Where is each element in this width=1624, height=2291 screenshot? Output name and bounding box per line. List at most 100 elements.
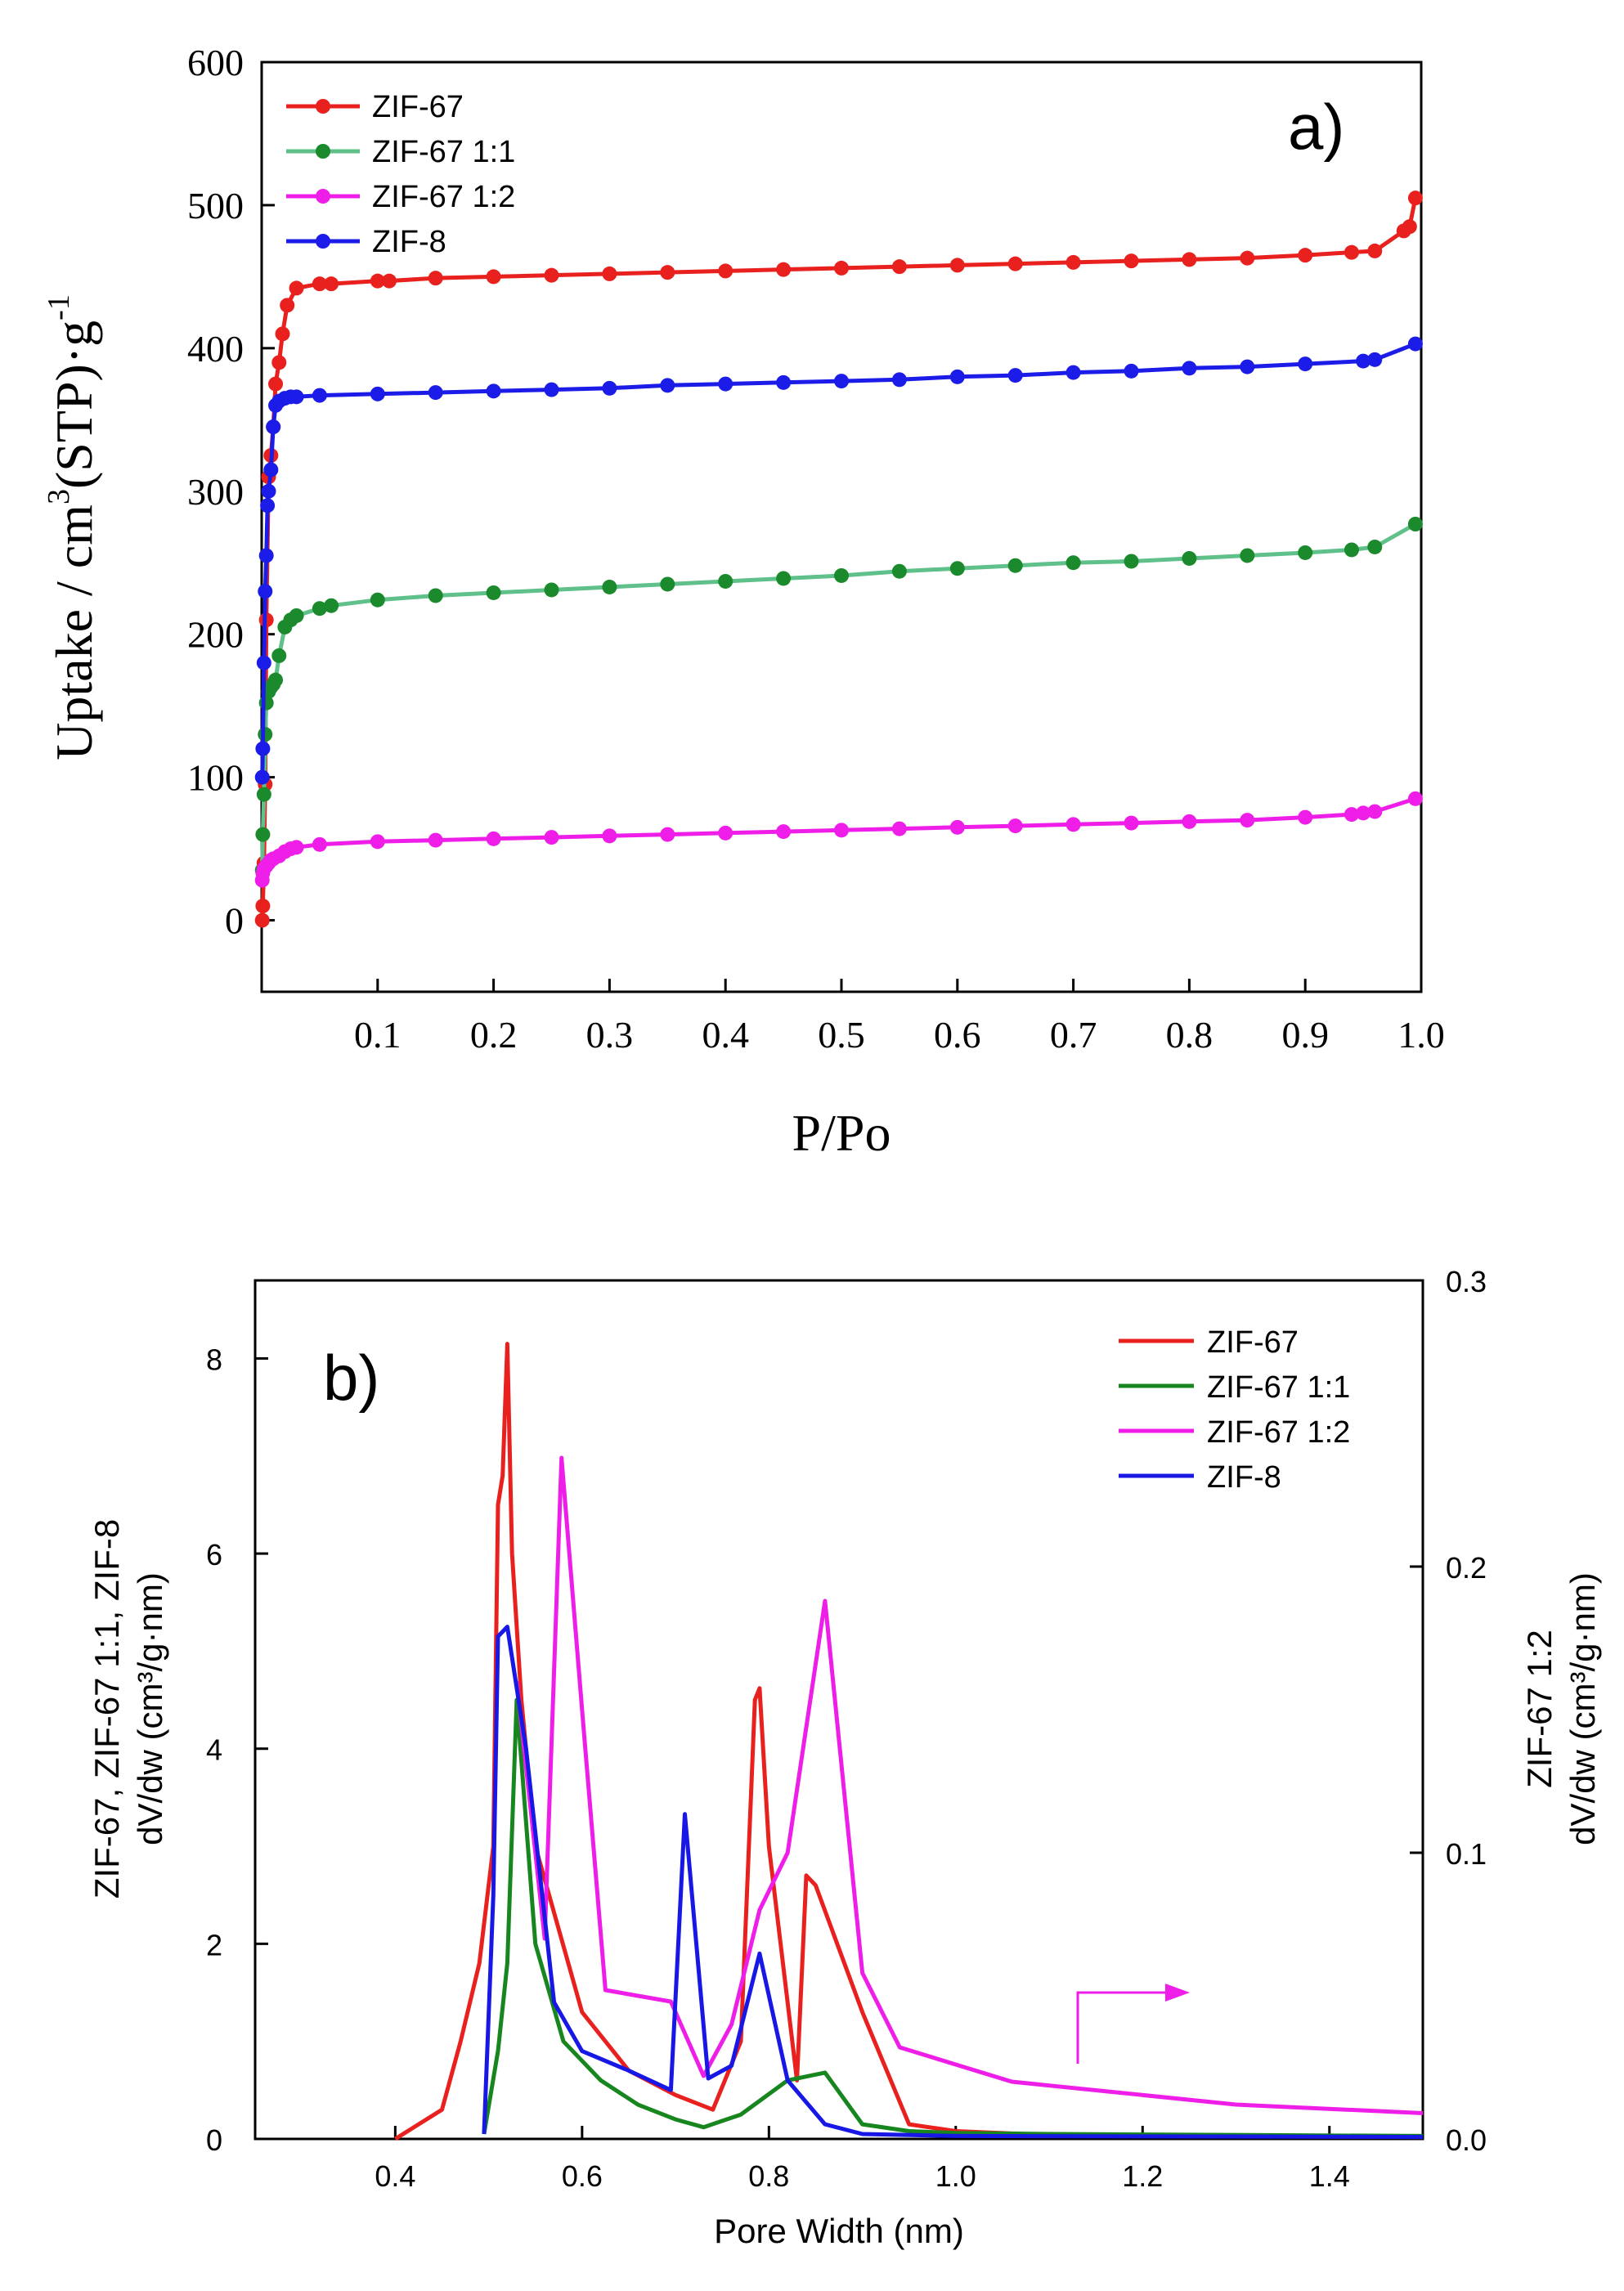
- legend-entry-zif-67-1-2: ZIF-67 1:2: [1119, 1415, 1350, 1450]
- data-point: [280, 298, 295, 313]
- data-point: [891, 821, 907, 836]
- data-point: [1356, 805, 1371, 821]
- data-point: [263, 462, 279, 477]
- y-left-tick-label: 0: [206, 2123, 222, 2157]
- y-left-tick-label: 4: [206, 1733, 222, 1767]
- data-point: [381, 273, 397, 289]
- y-tick-label: 600: [187, 42, 244, 83]
- legend-label: ZIF-67: [372, 90, 464, 124]
- data-point: [1240, 359, 1255, 374]
- legend-label: ZIF-8: [1207, 1460, 1281, 1495]
- data-point: [1356, 353, 1371, 369]
- data-point: [486, 831, 501, 846]
- data-point: [834, 567, 849, 583]
- data-point: [271, 648, 287, 663]
- y-axis-title-a: Uptake / cm3(STP)·g-1: [42, 294, 103, 760]
- data-point: [602, 579, 617, 594]
- data-point: [324, 598, 339, 613]
- data-point: [1367, 352, 1383, 367]
- series-zif-67-1-2: [254, 791, 1423, 888]
- legend-marker: [316, 234, 330, 249]
- data-point: [255, 741, 271, 756]
- legend-label: ZIF-67 1:2: [372, 180, 515, 214]
- y-right-tick-label: 0.3: [1446, 1265, 1487, 1298]
- data-point: [602, 828, 617, 844]
- x-tick-label: 0.8: [1166, 1014, 1214, 1056]
- data-point: [1124, 554, 1139, 569]
- series-line-zif-67-1-2: [514, 1455, 1424, 2115]
- chart-panel-b: 0 2 4 6 8 0.0 0.1 0.2 0.3 0.4 0.6 0.8 1.0 1.2 1.4 ZI…: [87, 1265, 1602, 2250]
- data-point: [428, 385, 443, 401]
- data-point: [256, 655, 271, 670]
- data-point: [891, 372, 907, 388]
- data-point: [1367, 539, 1383, 554]
- data-point: [1065, 254, 1081, 270]
- x-tick-label: 0.1: [354, 1014, 402, 1056]
- y-right-tick-label: 0.1: [1446, 1837, 1487, 1871]
- data-point: [1065, 365, 1081, 380]
- x-tick-label: 0.2: [470, 1014, 518, 1056]
- data-point: [949, 258, 965, 273]
- data-point: [254, 769, 270, 785]
- y-axis-ticks-a: 0 100 200 300 400 500 600: [187, 42, 275, 942]
- x-tick-label: 0.7: [1050, 1014, 1097, 1056]
- data-point: [1182, 252, 1197, 267]
- legend-label: ZIF-67 1:1: [1207, 1370, 1350, 1405]
- data-point: [312, 836, 327, 852]
- data-point: [949, 819, 965, 835]
- data-point: [1240, 813, 1255, 828]
- data-point: [261, 483, 276, 499]
- data-point: [1298, 809, 1313, 825]
- data-point: [312, 601, 327, 616]
- y-axis-left-ticks-b: 0 2 4 6 8: [206, 1343, 268, 2157]
- legend-a: ZIF-67 ZIF-67 1:1 ZIF-67 1:2 ZIF-8: [286, 90, 515, 259]
- data-point: [254, 912, 270, 928]
- data-point: [949, 561, 965, 576]
- x-tick-label: 0.3: [586, 1014, 634, 1056]
- y-left-tick-label: 2: [206, 1928, 222, 1961]
- data-point: [1344, 807, 1359, 823]
- y-axis-right-title-line2-b: dV/dw (cm³/g·nm): [1563, 1572, 1602, 1845]
- data-point: [602, 266, 617, 281]
- data-point: [256, 787, 271, 802]
- data-point: [255, 827, 271, 842]
- y-axis-left-title-line2-b: dV/dw (cm³/g·nm): [131, 1572, 169, 1845]
- data-point: [660, 576, 675, 592]
- data-point: [1065, 817, 1081, 832]
- legend-marker: [316, 189, 330, 204]
- plot-area-b: [253, 1279, 1424, 2141]
- data-point: [776, 374, 792, 390]
- data-point: [718, 263, 733, 279]
- data-point: [776, 262, 792, 277]
- legend-label: ZIF-8: [372, 225, 446, 259]
- data-point: [1407, 336, 1423, 352]
- data-point: [1007, 368, 1023, 383]
- data-point: [312, 388, 327, 403]
- y-tick-label: 500: [187, 185, 244, 226]
- x-axis-ticks-b: 0.4 0.6 0.8 1.0 1.2 1.4: [375, 2126, 1350, 2193]
- x-tick-label: 0.9: [1281, 1014, 1329, 1056]
- y-left-tick-label: 8: [206, 1343, 222, 1376]
- legend-entry-zif-67: ZIF-67: [286, 90, 464, 124]
- data-point: [834, 823, 849, 838]
- x-tick-label: 0.4: [375, 2159, 415, 2193]
- y-left-tick-label: 6: [206, 1538, 222, 1571]
- data-point: [660, 265, 675, 280]
- data-point: [1407, 191, 1423, 206]
- x-tick-label: 0.6: [562, 2159, 603, 2193]
- data-point: [544, 582, 559, 598]
- data-point: [1344, 542, 1359, 558]
- x-tick-label: 0.6: [934, 1014, 981, 1056]
- data-point: [1007, 558, 1023, 573]
- y-tick-label: 100: [187, 757, 244, 799]
- data-point: [1298, 356, 1313, 372]
- x-tick-label: 1.4: [1309, 2159, 1350, 2193]
- data-point: [1344, 244, 1359, 260]
- legend-entry-zif-67-1-1: ZIF-67 1:1: [286, 135, 515, 169]
- data-point: [1182, 814, 1197, 829]
- legend-marker: [316, 99, 330, 114]
- x-tick-label: 1.0: [1397, 1014, 1445, 1056]
- data-point: [289, 280, 304, 296]
